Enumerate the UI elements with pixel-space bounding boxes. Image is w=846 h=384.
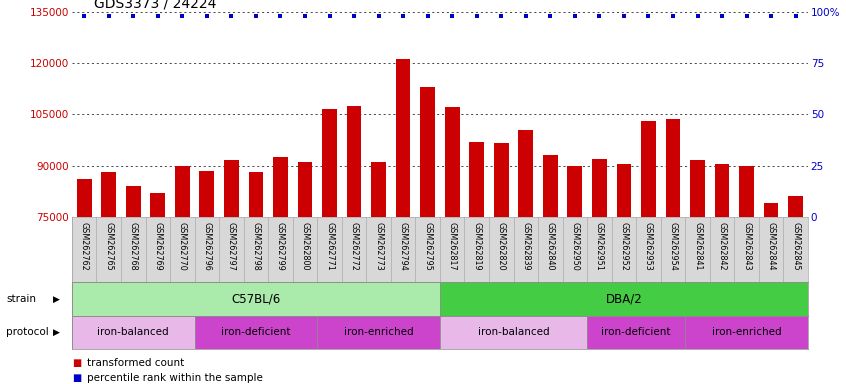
Bar	[347, 106, 361, 217]
Bar	[126, 186, 140, 217]
Text: GSM262845: GSM262845	[791, 222, 800, 270]
Bar	[249, 172, 263, 217]
Text: GDS3373 / 24224: GDS3373 / 24224	[94, 0, 217, 10]
Bar	[175, 166, 190, 217]
Text: GSM262951: GSM262951	[595, 222, 604, 270]
Bar	[666, 119, 680, 217]
Text: iron-deficient: iron-deficient	[602, 327, 671, 338]
Text: GSM262839: GSM262839	[521, 222, 530, 270]
Text: GSM262844: GSM262844	[766, 222, 776, 270]
Text: GSM262820: GSM262820	[497, 222, 506, 270]
Text: GSM262796: GSM262796	[202, 222, 212, 270]
Bar	[440, 282, 808, 316]
Bar	[445, 108, 459, 217]
Text: percentile rank within the sample: percentile rank within the sample	[87, 373, 263, 383]
Text: GSM262800: GSM262800	[300, 222, 310, 270]
Text: GSM262841: GSM262841	[693, 222, 702, 270]
Bar	[470, 142, 484, 217]
Text: GSM262772: GSM262772	[349, 222, 359, 270]
Text: GSM262771: GSM262771	[325, 222, 334, 270]
Text: GSM262773: GSM262773	[374, 222, 383, 270]
Bar	[568, 166, 582, 217]
Text: iron-enriched: iron-enriched	[711, 327, 782, 338]
Text: GSM262797: GSM262797	[227, 222, 236, 270]
Bar	[641, 121, 656, 217]
Bar	[72, 282, 440, 316]
Bar	[739, 166, 754, 217]
Bar	[592, 159, 607, 217]
Bar	[685, 316, 808, 349]
Bar	[396, 60, 410, 217]
Bar	[543, 156, 558, 217]
Text: GSM262817: GSM262817	[448, 222, 457, 270]
Text: GSM262798: GSM262798	[251, 222, 261, 270]
Bar	[371, 162, 386, 217]
Text: transformed count: transformed count	[87, 358, 184, 368]
Text: GSM262843: GSM262843	[742, 222, 751, 270]
Bar	[440, 316, 587, 349]
Text: GSM262768: GSM262768	[129, 222, 138, 270]
Bar	[617, 164, 631, 217]
Bar	[420, 87, 435, 217]
Bar	[195, 316, 317, 349]
Text: GSM262765: GSM262765	[104, 222, 113, 270]
Text: iron-deficient: iron-deficient	[221, 327, 291, 338]
Text: ■: ■	[72, 373, 81, 383]
Bar	[715, 164, 729, 217]
Text: GSM262840: GSM262840	[546, 222, 555, 270]
Text: GSM262770: GSM262770	[178, 222, 187, 270]
Bar	[151, 193, 165, 217]
Bar	[788, 197, 803, 217]
Text: GSM262769: GSM262769	[153, 222, 162, 270]
Bar	[200, 171, 214, 217]
Text: ■: ■	[72, 358, 81, 368]
Text: iron-balanced: iron-balanced	[478, 327, 549, 338]
Bar	[587, 316, 685, 349]
Text: protocol: protocol	[6, 327, 49, 338]
Bar	[273, 157, 288, 217]
Bar	[494, 143, 508, 217]
Text: GSM262762: GSM262762	[80, 222, 89, 270]
Bar	[317, 316, 440, 349]
Bar	[102, 172, 116, 217]
Text: DBA/2: DBA/2	[606, 293, 642, 305]
Bar	[764, 203, 778, 217]
Text: GSM262842: GSM262842	[717, 222, 727, 270]
Text: ▶: ▶	[53, 328, 60, 337]
Text: GSM262799: GSM262799	[276, 222, 285, 270]
Bar	[72, 316, 195, 349]
Bar	[298, 162, 312, 217]
Text: iron-balanced: iron-balanced	[97, 327, 169, 338]
Text: strain: strain	[6, 294, 36, 304]
Text: GSM262953: GSM262953	[644, 222, 653, 270]
Text: ▶: ▶	[53, 295, 60, 303]
Text: iron-enriched: iron-enriched	[343, 327, 414, 338]
Bar	[322, 109, 337, 217]
Text: GSM262794: GSM262794	[398, 222, 408, 270]
Bar	[690, 161, 705, 217]
Bar	[224, 161, 239, 217]
Text: C57BL/6: C57BL/6	[231, 293, 281, 305]
Bar	[519, 130, 533, 217]
Text: GSM262950: GSM262950	[570, 222, 580, 270]
Bar	[77, 179, 91, 217]
Text: GSM262952: GSM262952	[619, 222, 629, 270]
Text: GSM262795: GSM262795	[423, 222, 432, 270]
Text: GSM262819: GSM262819	[472, 222, 481, 270]
Text: GSM262954: GSM262954	[668, 222, 678, 270]
